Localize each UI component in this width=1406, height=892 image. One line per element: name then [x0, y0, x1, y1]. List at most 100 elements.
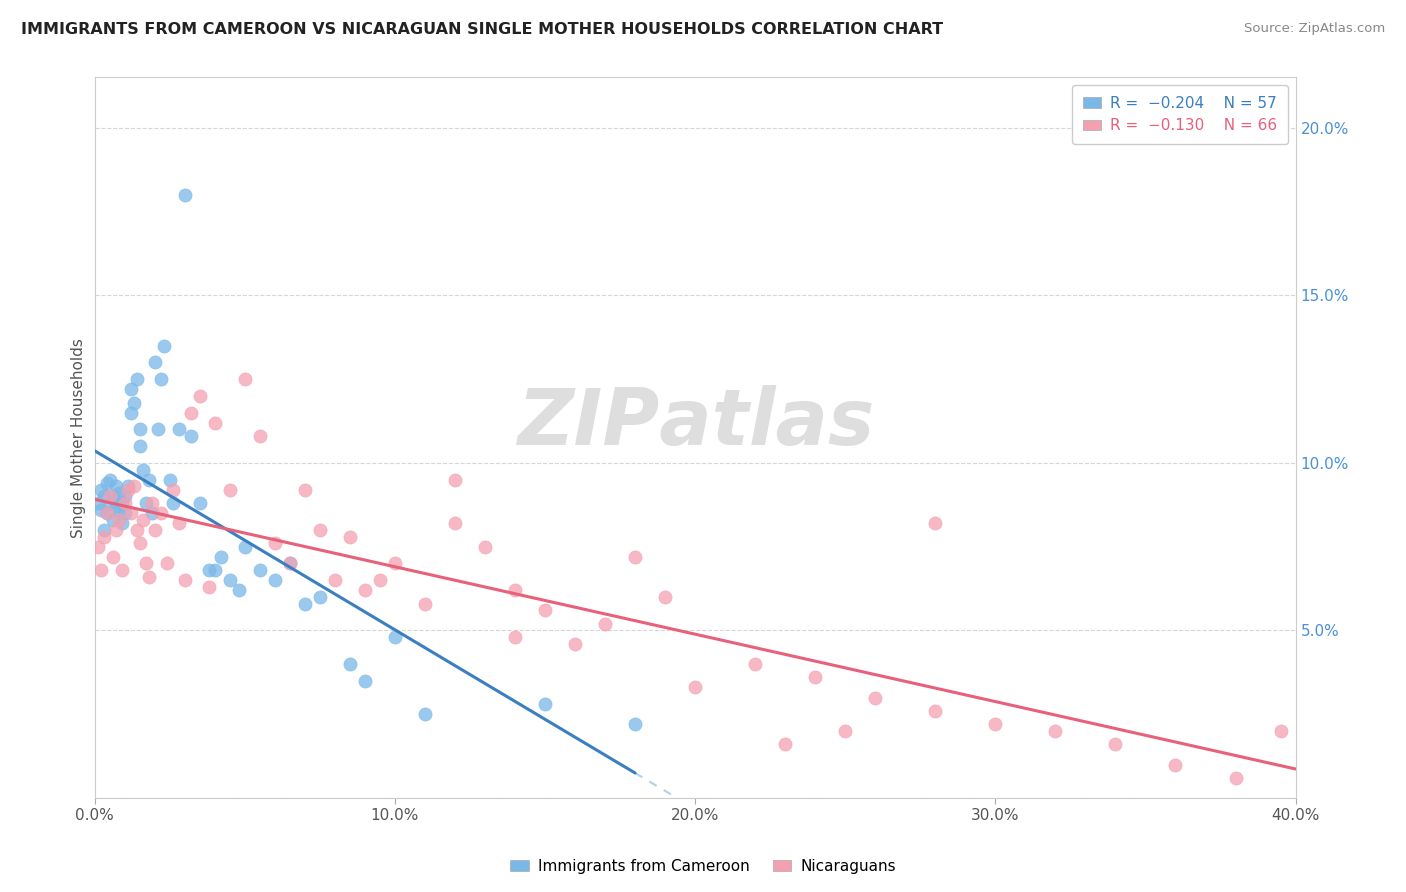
- Point: [984, 717, 1007, 731]
- Point: [444, 473, 467, 487]
- Point: [107, 503, 129, 517]
- Point: [1045, 724, 1067, 739]
- Point: [1104, 738, 1126, 752]
- Point: [90, 503, 112, 517]
- Point: [228, 583, 250, 598]
- Point: [96, 506, 118, 520]
- Point: [309, 523, 332, 537]
- Point: [149, 506, 172, 520]
- Y-axis label: Single Mother Households: Single Mother Households: [72, 338, 86, 538]
- Point: [233, 540, 256, 554]
- Point: [117, 479, 139, 493]
- Point: [114, 506, 136, 520]
- Point: [143, 523, 166, 537]
- Point: [90, 563, 112, 577]
- Point: [413, 597, 436, 611]
- Point: [294, 597, 316, 611]
- Point: [339, 530, 361, 544]
- Point: [180, 429, 202, 443]
- Point: [93, 490, 115, 504]
- Point: [90, 483, 112, 497]
- Point: [534, 697, 557, 711]
- Point: [773, 738, 796, 752]
- Point: [384, 557, 406, 571]
- Point: [188, 389, 211, 403]
- Point: [162, 496, 184, 510]
- Point: [114, 490, 136, 504]
- Point: [924, 516, 946, 531]
- Point: [744, 657, 766, 671]
- Point: [503, 583, 526, 598]
- Point: [249, 429, 271, 443]
- Point: [218, 573, 240, 587]
- Point: [624, 549, 647, 564]
- Point: [323, 573, 346, 587]
- Point: [263, 536, 285, 550]
- Point: [138, 473, 160, 487]
- Point: [534, 603, 557, 617]
- Point: [98, 473, 121, 487]
- Point: [120, 382, 142, 396]
- Point: [111, 516, 134, 531]
- Point: [111, 563, 134, 577]
- Point: [180, 406, 202, 420]
- Point: [114, 496, 136, 510]
- Point: [204, 563, 226, 577]
- Point: [368, 573, 391, 587]
- Point: [218, 483, 240, 497]
- Point: [141, 506, 163, 520]
- Point: [233, 372, 256, 386]
- Point: [198, 580, 221, 594]
- Point: [162, 483, 184, 497]
- Point: [152, 338, 174, 352]
- Point: [98, 490, 121, 504]
- Point: [654, 590, 676, 604]
- Point: [138, 570, 160, 584]
- Point: [143, 355, 166, 369]
- Point: [135, 496, 157, 510]
- Point: [93, 530, 115, 544]
- Point: [128, 422, 150, 436]
- Point: [384, 630, 406, 644]
- Point: [111, 496, 134, 510]
- Point: [128, 536, 150, 550]
- Point: [125, 372, 148, 386]
- Text: IMMIGRANTS FROM CAMEROON VS NICARAGUAN SINGLE MOTHER HOUSEHOLDS CORRELATION CHAR: IMMIGRANTS FROM CAMEROON VS NICARAGUAN S…: [21, 22, 943, 37]
- Point: [135, 557, 157, 571]
- Point: [125, 523, 148, 537]
- Point: [683, 681, 706, 695]
- Point: [278, 557, 301, 571]
- Point: [149, 372, 172, 386]
- Point: [198, 563, 221, 577]
- Point: [564, 637, 586, 651]
- Point: [101, 549, 124, 564]
- Point: [474, 540, 496, 554]
- Point: [122, 479, 145, 493]
- Point: [865, 690, 887, 705]
- Point: [413, 707, 436, 722]
- Point: [167, 422, 190, 436]
- Point: [101, 490, 124, 504]
- Point: [1270, 724, 1292, 739]
- Point: [93, 523, 115, 537]
- Point: [120, 406, 142, 420]
- Point: [120, 506, 142, 520]
- Point: [354, 673, 377, 688]
- Legend: Immigrants from Cameroon, Nicaraguans: Immigrants from Cameroon, Nicaraguans: [505, 853, 901, 880]
- Point: [263, 573, 285, 587]
- Point: [188, 496, 211, 510]
- Point: [159, 473, 181, 487]
- Point: [503, 630, 526, 644]
- Point: [86, 540, 108, 554]
- Point: [339, 657, 361, 671]
- Point: [593, 616, 616, 631]
- Point: [278, 557, 301, 571]
- Point: [834, 724, 856, 739]
- Point: [96, 475, 118, 490]
- Point: [444, 516, 467, 531]
- Point: [107, 486, 129, 500]
- Point: [1225, 771, 1247, 785]
- Point: [101, 513, 124, 527]
- Point: [167, 516, 190, 531]
- Point: [141, 496, 163, 510]
